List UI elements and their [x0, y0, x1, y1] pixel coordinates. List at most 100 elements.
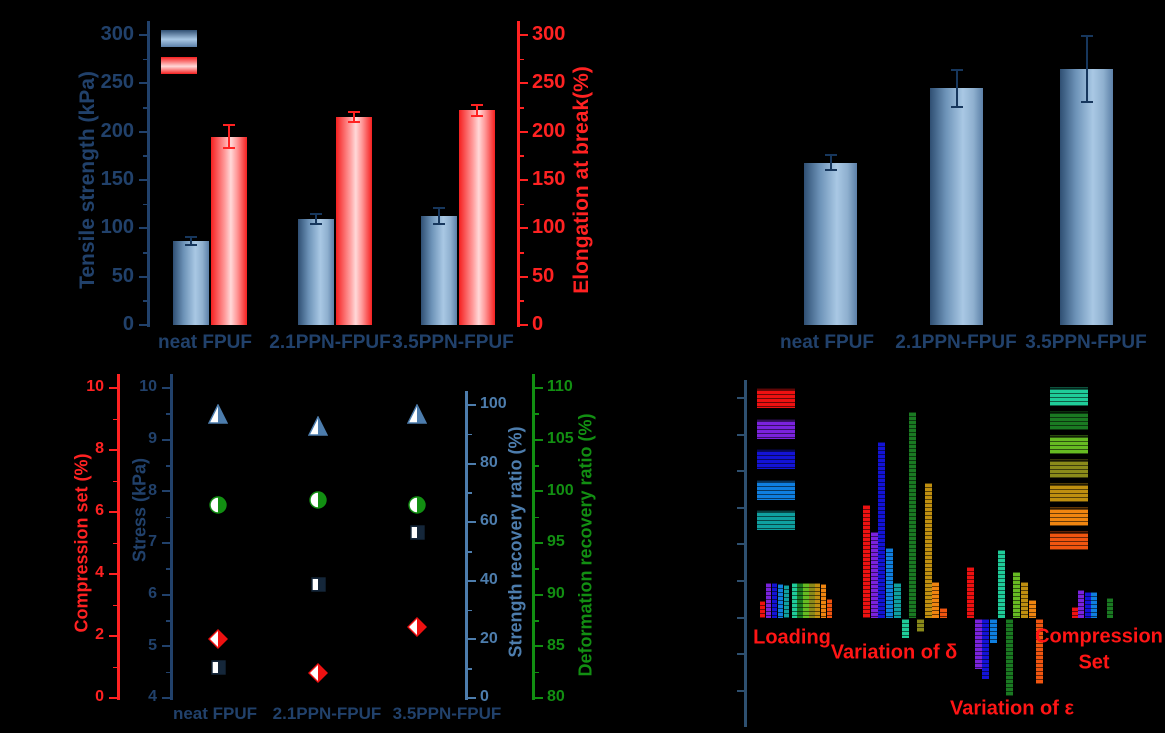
br-axis-tick [737, 689, 744, 692]
br-axis-tick [737, 506, 744, 509]
strength-recovery-axis-tick [468, 579, 476, 582]
bar-compression-set-green [1106, 598, 1113, 618]
tensile-axis-tick-label: 300 [100, 23, 134, 45]
bar-loading-darkorange [826, 599, 833, 618]
compression-axis-tick-label: 2 [95, 626, 104, 644]
category-label: 2.1PPN-FPUF [269, 332, 391, 353]
category-label: neat FPUF [780, 332, 874, 353]
legend-swatch-red [757, 388, 795, 408]
strength-recovery-axis-minor-tick [468, 609, 472, 612]
bar-unlabeled [804, 162, 857, 325]
tensile-axis-minor-tick [143, 107, 147, 109]
compression-axis-tick [109, 635, 117, 637]
tensile-axis-tick [139, 130, 147, 133]
marker-stress [310, 577, 326, 592]
stress-axis-tick [162, 542, 170, 544]
tensile-axis-minor-tick [143, 155, 147, 157]
tensile-axis-tick-label: 200 [100, 119, 134, 142]
stress-axis-minor-tick [166, 620, 170, 622]
stress-axis-tick-label: 6 [148, 584, 157, 602]
strength-recovery-axis-minor-tick [468, 433, 472, 436]
legend-swatch-blue [757, 449, 795, 469]
marker-strength-recovery-ratio [406, 403, 428, 424]
strength-recovery-axis-tick [468, 638, 476, 641]
category-label: 2.1PPN-FPUF [895, 332, 1017, 353]
tensile-axis-line [147, 21, 150, 327]
error-bar-tensile-cap-bottom [310, 222, 322, 225]
category-label: 2.1PPN-FPUF [272, 704, 382, 723]
bar-variation-of-δ-blue [878, 442, 886, 618]
deformation-recovery-axis-tick [535, 438, 543, 441]
marker-compression-set [208, 629, 228, 650]
elongation-axis-minor-tick [520, 58, 524, 61]
bar-loading-azure [777, 584, 784, 618]
group-label: Set [1078, 651, 1110, 674]
br-y-axis-line [744, 380, 747, 727]
bar-tensile [173, 240, 209, 325]
group-label: Variation of ε [950, 697, 1074, 720]
elongation-axis-minor-tick [520, 252, 524, 254]
compression-axis-tick [109, 511, 117, 513]
bar-compression-set-azure [1091, 592, 1098, 618]
bar-loading-darkyellow [815, 583, 821, 618]
marker-strength-recovery-ratio [307, 414, 329, 436]
error-bar-elongation-cap-bottom [223, 147, 235, 150]
category-label: neat FPUF [158, 332, 252, 353]
marker-stress [210, 659, 226, 675]
deformation-recovery-axis-tick-label: 95 [547, 533, 565, 551]
error-bar-unlabeled-cap-top [824, 153, 837, 156]
legend-swatch-purple [757, 418, 795, 439]
elongation-axis-tick [520, 82, 528, 85]
bar-variation-of-ε-yellowgreen [1013, 572, 1021, 618]
deformation-recovery-axis-minor-tick [535, 568, 539, 570]
bar-loading-red [760, 601, 766, 618]
marker-stress [409, 525, 425, 540]
stress-axis-tick-label: 10 [139, 378, 157, 396]
tensile-axis-minor-tick [143, 203, 147, 206]
bar-variation-of-ε-blue [982, 619, 990, 679]
bar-tensile [421, 215, 457, 325]
marker-strength-recovery-ratio [207, 403, 229, 424]
bar-unlabeled [1060, 68, 1113, 325]
error-bar-elongation-cap-top [348, 111, 360, 114]
elongation-axis-minor-tick [520, 300, 524, 302]
strength-recovery-axis-tick [468, 697, 476, 699]
tensile-axis-tick-label: 100 [100, 216, 134, 239]
stress-axis-minor-tick [166, 568, 170, 570]
compression-axis-tick [109, 697, 117, 699]
stress-axis-tick [162, 490, 170, 493]
strength-recovery-axis-tick [468, 521, 476, 524]
deformation-recovery-axis-tick [535, 490, 543, 493]
tensile-axis-tick [139, 227, 147, 230]
deformation-recovery-axis-tick [535, 697, 543, 699]
bar-variation-of-δ-darkyellow [924, 483, 932, 618]
stress-axis-line [170, 374, 173, 700]
stress-axis-tick [162, 438, 170, 441]
elongation-axis-tick-label: 100 [532, 216, 566, 239]
error-bar-elongation [228, 124, 230, 149]
br-axis-tick [737, 580, 744, 582]
bar-variation-of-δ-azure [886, 548, 894, 618]
bar-loading-yellowgreen [803, 583, 809, 618]
error-bar-elongation-cap-bottom [471, 115, 483, 118]
elongation-axis-tick-label: 50 [532, 264, 555, 287]
elongation-axis-tick-label: 150 [532, 168, 566, 190]
strength-recovery-axis-minor-tick [468, 492, 472, 494]
tensile-axis-tick [139, 179, 147, 181]
elongation-axis-minor-tick [520, 203, 524, 206]
category-label: 3.5PPN-FPUF [1025, 332, 1147, 353]
deformation-recovery-axis-tick [535, 645, 543, 648]
bar-variation-of-ε-spring [997, 550, 1005, 618]
legend-swatch-teal [757, 510, 795, 530]
marker-compression-set [308, 663, 328, 684]
compression-axis-minor-tick [113, 542, 117, 544]
deformation-recovery-axis-minor-tick [535, 620, 539, 622]
category-label: neat FPUF [172, 704, 258, 723]
br-axis-tick [737, 433, 744, 436]
category-label: 3.5PPN-FPUF [392, 332, 514, 353]
group-label: Variation of δ [830, 641, 958, 664]
bar-variation-of-ε-green [1005, 619, 1013, 696]
tensile-axis-minor-tick [143, 252, 147, 254]
